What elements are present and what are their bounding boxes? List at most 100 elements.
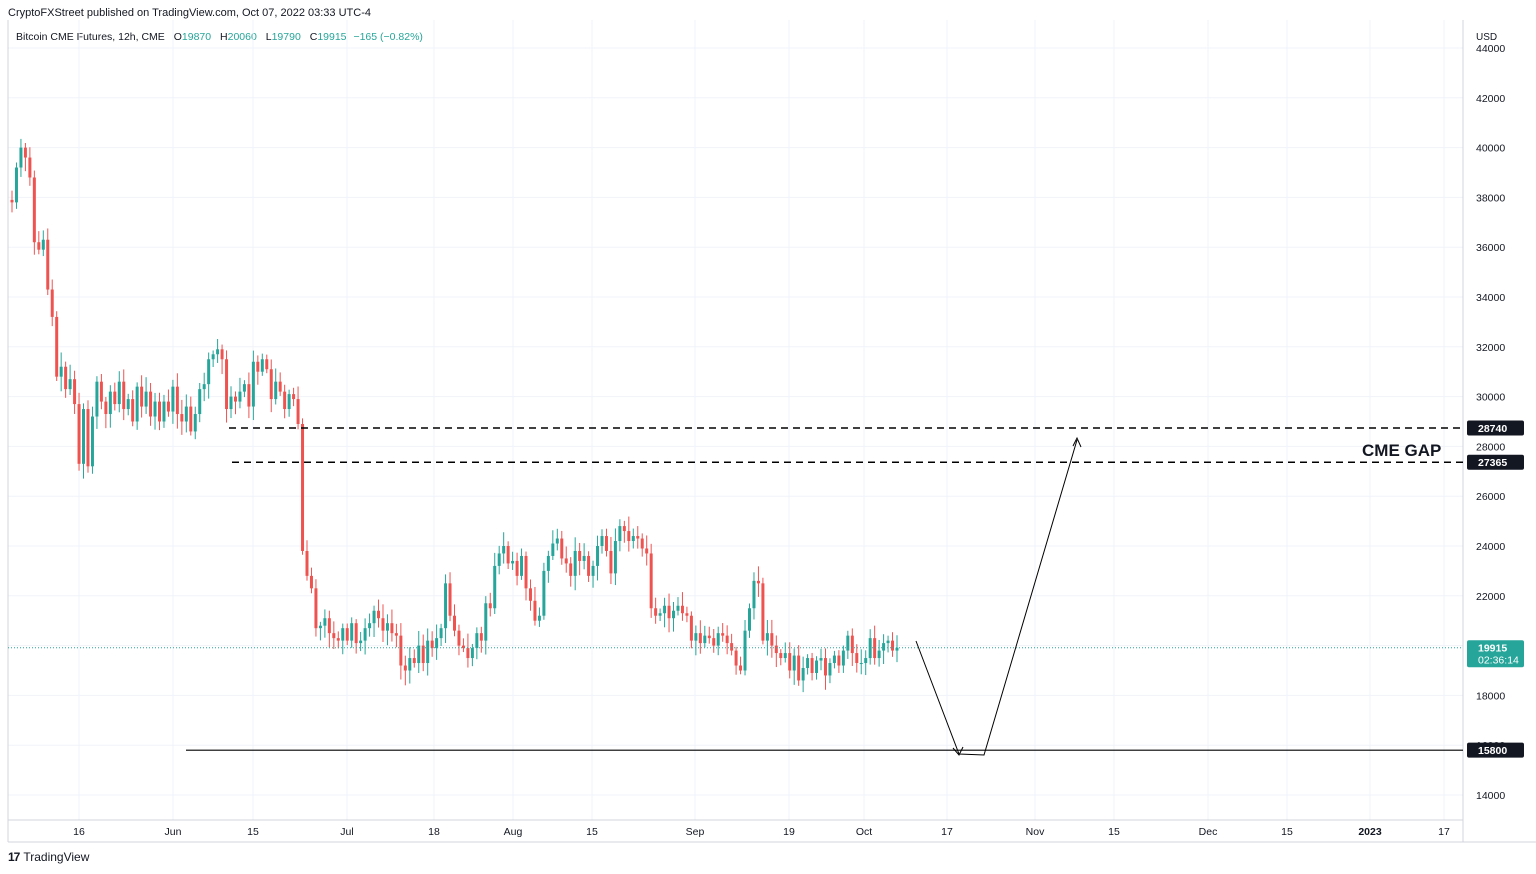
time-tick-label: Dec	[1199, 826, 1218, 838]
candle	[591, 560, 595, 588]
candle	[846, 630, 850, 659]
time-tick-label: Oct	[856, 826, 872, 838]
candle	[368, 613, 372, 637]
candle-body	[251, 361, 255, 407]
time-tick-label: 17	[941, 826, 953, 838]
candle	[855, 644, 859, 673]
candle	[627, 516, 631, 552]
candle	[198, 382, 202, 423]
time-tick-label: Sep	[686, 826, 705, 838]
candle	[806, 654, 810, 675]
candle	[748, 603, 751, 638]
candle	[792, 648, 796, 685]
candle-body	[113, 391, 117, 405]
candle	[59, 352, 63, 392]
price-tick-label: 24000	[1476, 541, 1505, 553]
candle-body	[520, 555, 524, 576]
candle	[645, 535, 649, 566]
candle	[41, 230, 45, 257]
candle	[64, 361, 68, 398]
candle	[113, 382, 117, 411]
candle	[873, 625, 877, 665]
candle	[171, 379, 175, 424]
candle	[689, 611, 693, 649]
candle-body	[841, 650, 845, 666]
candle-body	[180, 414, 184, 422]
candle-body	[470, 648, 474, 659]
candle	[260, 353, 264, 376]
candle-body	[117, 381, 121, 405]
candle	[390, 609, 394, 642]
candle-body	[46, 239, 50, 290]
time-tick-label: Nov	[1026, 826, 1045, 838]
candle	[801, 656, 805, 693]
candle-body	[636, 536, 640, 539]
candle-body	[247, 384, 251, 407]
candle	[815, 656, 819, 680]
candle-body	[144, 391, 148, 407]
candle-body	[667, 605, 671, 619]
candle-body	[573, 550, 577, 576]
candle	[774, 635, 778, 668]
projection-path	[915, 439, 1078, 756]
candle	[493, 552, 497, 614]
candle-body	[855, 653, 859, 664]
price-tick-label: 30000	[1476, 392, 1505, 404]
candle	[399, 623, 403, 680]
candle	[832, 650, 836, 669]
tradingview-logo-icon: 17	[8, 850, 20, 864]
candle-body	[135, 386, 139, 422]
candle	[823, 648, 827, 690]
candle	[153, 392, 157, 430]
candle	[640, 533, 644, 557]
candle-body	[408, 658, 412, 671]
candle	[394, 623, 398, 648]
price-tick-label: 26000	[1476, 491, 1505, 503]
level-high-label-bg	[1467, 420, 1524, 436]
candle-body	[184, 406, 188, 422]
price-tick-label: 36000	[1476, 242, 1505, 254]
candle-body	[792, 655, 796, 671]
open-value: 19870	[181, 31, 212, 43]
candle-body	[676, 605, 680, 611]
time-axis: 16 Jun 15 Jul 18 Aug 15 Sep 19 Oct 17 Nov 15 Dec 15 202…	[73, 826, 1450, 838]
tradingview-logo[interactable]: 17 TradingView	[8, 850, 89, 864]
candle	[676, 597, 680, 616]
candle	[135, 382, 139, 430]
candle-body	[55, 316, 59, 377]
candle-body	[475, 633, 479, 649]
support-label-text: 15800	[1478, 745, 1507, 757]
candle	[68, 364, 72, 395]
candle-body	[359, 640, 363, 644]
candle	[587, 551, 591, 582]
candle-body	[444, 583, 448, 629]
candle	[578, 542, 582, 576]
candle	[417, 630, 421, 673]
candle	[841, 645, 845, 673]
candle	[618, 519, 622, 552]
candle-body	[381, 618, 385, 631]
symbol-name: Bitcoin CME Futures, 12h, CME	[16, 31, 165, 43]
price-tick-label: 42000	[1476, 93, 1505, 105]
time-tick-label: 2023	[1358, 826, 1382, 838]
candle	[730, 633, 734, 656]
candle	[122, 369, 126, 421]
candle-body	[64, 366, 68, 390]
candle-body	[23, 147, 27, 158]
candle	[327, 610, 331, 648]
candle	[412, 649, 416, 668]
candle	[698, 620, 702, 654]
candle-body	[412, 658, 416, 664]
candle-body	[788, 653, 792, 671]
candle-body	[783, 653, 787, 659]
candle-body	[734, 650, 738, 666]
candle-body	[238, 391, 242, 402]
candle	[430, 631, 434, 657]
candle-body	[14, 167, 18, 203]
candle-body	[569, 563, 573, 576]
candle-body	[108, 391, 112, 415]
candle-body	[59, 366, 63, 377]
